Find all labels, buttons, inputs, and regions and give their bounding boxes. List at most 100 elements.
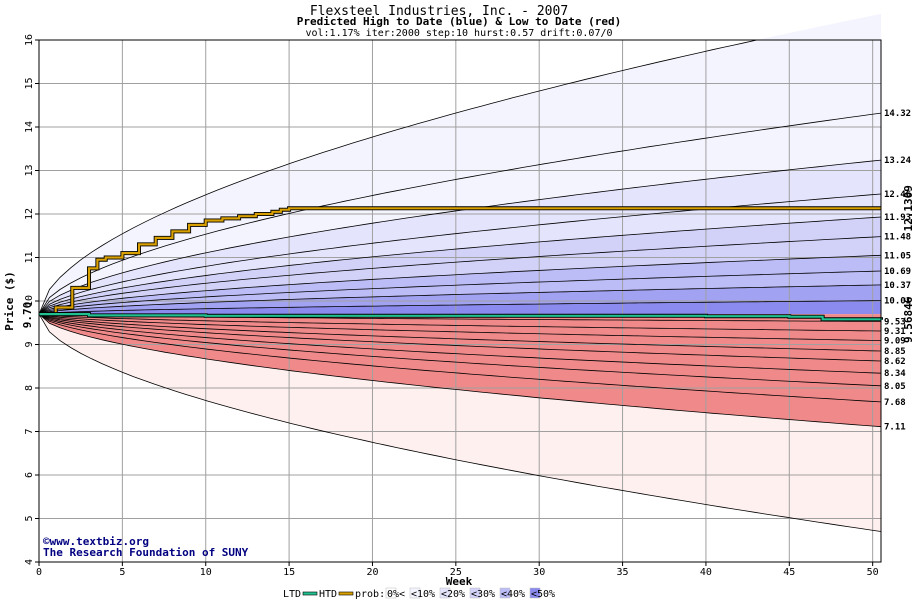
high-quantile-line-8: [39, 284, 881, 315]
low-quantile-line-5: [39, 313, 881, 362]
low-quantile-line-3: [39, 313, 881, 341]
y-tick-label-12: 12: [24, 208, 35, 220]
x-tick-label-50: 50: [867, 567, 879, 578]
high-quantile-line-1: [39, 112, 881, 315]
high-quantile-label-4: 11.48: [884, 233, 911, 243]
legend-item-1: <10%: [411, 589, 435, 600]
legend-ltd-label: LTD: [283, 589, 301, 600]
x-tick-label-10: 10: [200, 567, 212, 578]
low-quantile-label-2: 9.09: [884, 337, 906, 347]
low-quantile-line-6: [39, 313, 881, 374]
high-quantile-line-0: [39, 40, 759, 315]
y-tick-label-14: 14: [24, 121, 35, 133]
probability-bands: [39, 13, 881, 532]
high-quantile-label-5: 11.05: [884, 251, 911, 261]
y-tick-label-4: 4: [24, 559, 35, 565]
y-axis-ticks: 4 5 6 7 8 9 10 11 12 13 14 15 16: [24, 34, 39, 565]
credit-org: The Research Foundation of SUNY: [43, 546, 249, 559]
legend-swatch-0: [385, 587, 397, 599]
credit-site-text: www.textbiz.org: [50, 535, 149, 548]
low-quantile-label-1: 9.31: [884, 327, 906, 337]
x-axis-label: Week: [446, 575, 473, 588]
y-tick-label-7: 7: [24, 428, 35, 434]
chart-params: vol:1.17% iter:2000 step:10 hurst:0.57 d…: [305, 28, 612, 39]
high-band-4: [39, 217, 881, 315]
x-tick-label-5: 5: [119, 567, 125, 578]
high-quantile-label-7: 10.37: [884, 281, 911, 291]
legend-item-4: <40%: [501, 589, 525, 600]
high-quantile-line-7: [39, 270, 881, 315]
y-tick-label-5: 5: [24, 515, 35, 521]
chart-subtitle: Predicted High to Date (blue) & Low to D…: [297, 15, 622, 28]
x-tick-label-35: 35: [617, 567, 629, 578]
legend-swatch-4: [499, 587, 511, 599]
high-band-7: [39, 271, 881, 315]
high-quantile-line-3: [39, 193, 881, 315]
credit-site: ©www.textbiz.org: [43, 535, 149, 548]
x-tick-label-40: 40: [700, 567, 712, 578]
legend-swatch-2: [439, 587, 451, 599]
low-quantile-line-7: [39, 313, 881, 387]
copyright-icon: ©: [43, 535, 50, 548]
legend-ltd-swatch: [302, 591, 318, 596]
legend-item-3: <30%: [471, 589, 495, 600]
chart-title: Flexsteel Industries, Inc. - 2007: [310, 4, 568, 19]
low-quantile-label-5: 8.34: [884, 369, 906, 379]
low-quantile-label-3: 8.85: [884, 347, 906, 357]
low-quantile-line-8: [39, 313, 881, 403]
y-tick-label-15: 15: [24, 77, 35, 89]
low-quantile-line-4: [39, 313, 881, 352]
quantile-end-labels: 14.32 13.24 12.46 11.93 11.48 11.05 10.69 10.37…: [884, 109, 912, 433]
high-quantile-label-2: 12.46: [884, 190, 911, 200]
x-tick-label-45: 45: [783, 567, 795, 578]
x-tick-label-20: 20: [366, 567, 378, 578]
high-band-3: [39, 194, 881, 315]
y-tick-label-16: 16: [24, 34, 35, 46]
x-tick-label-0: 0: [36, 567, 42, 578]
low-quantile-label-6: 8.05: [884, 382, 906, 392]
legend: LTD HTD prob: 0%< <10% <20% <30% <40% <50%: [283, 587, 555, 600]
high-band-center: [39, 300, 881, 315]
x-tick-label-25: 25: [450, 567, 462, 578]
high-quantile-line-4: [39, 216, 881, 315]
low-quantile-label-4: 8.62: [884, 357, 906, 367]
y-tick-label-10: 10: [24, 295, 35, 307]
high-band-0: [39, 13, 881, 315]
high-band-5: [39, 236, 881, 315]
x-axis-ticks: 0 5 10 15 20 25 30 35 40 45 50: [36, 562, 879, 578]
high-quantile-label-8: 10.01: [884, 297, 911, 307]
high-quantile-label-3: 11.93: [884, 213, 911, 223]
series-lines: [39, 206, 883, 322]
high-band-1: [39, 113, 881, 315]
low-quantile-line-0: [39, 313, 881, 532]
y-tick-label-6: 6: [24, 472, 35, 478]
quantile-lines: [39, 40, 881, 532]
ltd-line: [39, 313, 883, 321]
x-tick-label-15: 15: [283, 567, 295, 578]
legend-swatch-3: [469, 587, 481, 599]
high-band-2: [39, 160, 881, 315]
legend-prob-label: prob:: [355, 589, 385, 600]
ltd-end-value: 9.56846: [902, 296, 915, 343]
htd-line: [39, 207, 881, 316]
low-quantile-label-0: 9.53: [884, 317, 906, 327]
low-quantile-label-7: 7.68: [884, 398, 906, 408]
legend-swatch-5: [529, 587, 541, 599]
y-tick-label-8: 8: [24, 385, 35, 391]
legend-htd-swatch: [338, 591, 354, 596]
low-quantile-line-9: [39, 313, 881, 428]
y-tick-label-13: 13: [24, 164, 35, 176]
legend-swatch-1: [409, 587, 421, 599]
legend-item-2: <20%: [441, 589, 465, 600]
legend-item-0: 0%<: [387, 589, 405, 600]
legend-item-5: <50%: [531, 589, 555, 600]
y-tick-label-11: 11: [24, 251, 35, 263]
high-quantile-line-5: [39, 236, 881, 315]
low-quantile-label-8: 7.11: [884, 423, 906, 433]
legend-htd-label: HTD: [319, 589, 337, 600]
high-quantile-label-6: 10.69: [884, 267, 911, 277]
high-band-8: [39, 284, 881, 315]
low-band-center: [39, 314, 881, 427]
y-axis-label: Price ($): [3, 271, 16, 331]
